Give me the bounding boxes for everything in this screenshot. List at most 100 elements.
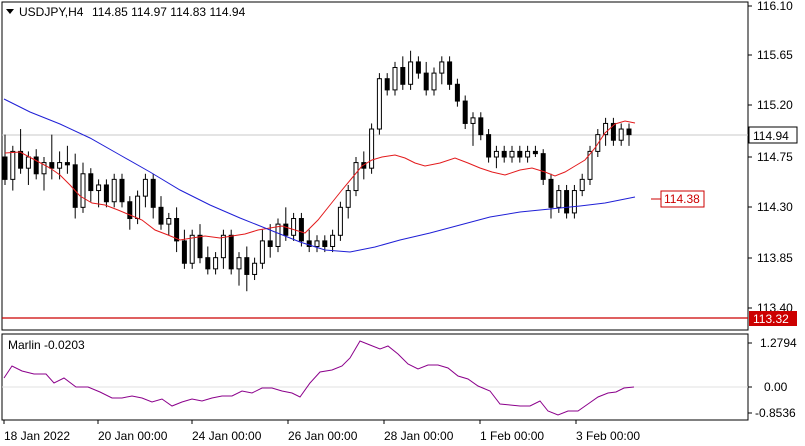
candle-body	[376, 78, 382, 130]
candle-body	[493, 150, 499, 158]
main-panel[interactable]	[1, 1, 749, 331]
time-axis-label: 1 Feb 00:00	[480, 429, 544, 443]
candle-body	[423, 72, 429, 91]
level-line-label: 113.32	[753, 312, 789, 326]
candle-body	[111, 178, 117, 203]
time-axis-label: 20 Jan 00:00	[98, 429, 168, 443]
candle-body	[197, 234, 203, 259]
chart-ohlc: 114.85 114.97 114.83 114.94	[92, 5, 246, 19]
candle-body	[415, 61, 421, 74]
candle-body	[220, 234, 226, 259]
candle-body	[2, 156, 8, 180]
candle-body	[509, 150, 515, 158]
price-axis-label: 116.10	[757, 0, 793, 13]
price-axis-label: 114.30	[757, 200, 793, 214]
candle-body	[392, 67, 398, 91]
candle-body	[532, 150, 538, 155]
indicator-axis: 1.2794 0.00 -0.8536	[748, 336, 797, 420]
candle-body	[41, 162, 47, 175]
candle-body	[462, 100, 468, 124]
candle-body	[345, 190, 351, 208]
candle-body	[49, 162, 55, 169]
candle-body	[33, 156, 39, 175]
candle-body	[384, 78, 390, 91]
candle-body	[306, 240, 312, 247]
candle-body	[353, 162, 359, 192]
current-price-label: 114.94	[753, 129, 789, 143]
candle-body	[626, 128, 632, 136]
time-axis-label: 26 Jan 00:00	[288, 429, 358, 443]
indicator-panel[interactable]	[1, 333, 749, 421]
chart-symbol: USDJPY,H4	[19, 5, 84, 19]
candle-body	[431, 72, 437, 91]
indicator-axis-label: 0.00	[764, 380, 788, 394]
candle-body	[283, 223, 289, 236]
candles-group	[2, 50, 632, 292]
candle-body	[275, 223, 281, 247]
time-axis-label: 24 Jan 00:00	[192, 429, 262, 443]
indicator-axis-label: -0.8536	[755, 406, 796, 420]
candle-body	[228, 234, 234, 270]
candle-body	[213, 257, 219, 270]
level-price-tag	[749, 311, 797, 326]
dropdown-triangle-icon[interactable]	[6, 9, 14, 14]
candle-body	[174, 218, 180, 242]
candle-body	[540, 153, 546, 180]
ma-label: 114.38	[664, 192, 700, 206]
candle-body	[291, 218, 297, 236]
candle-body	[57, 162, 63, 169]
candle-body	[244, 257, 250, 275]
time-axis-label: 18 Jan 2022	[4, 429, 70, 443]
candle-body	[135, 195, 141, 220]
price-axis-label: 115.20	[757, 98, 793, 112]
candle-body	[166, 218, 172, 225]
time-axis-label: 28 Jan 00:00	[384, 429, 454, 443]
price-axis-label: 114.75	[757, 150, 793, 164]
candle-body	[119, 178, 125, 203]
candle-body	[454, 83, 460, 102]
indicator-title: Marlin -0.0203	[8, 338, 85, 352]
candle-body	[18, 150, 24, 169]
candle-body	[96, 184, 102, 192]
price-axis-label: 115.65	[757, 48, 793, 62]
candle-body	[571, 190, 577, 214]
price-axis: 116.10 115.65 115.20 114.75 114.30 113.8…	[748, 0, 793, 315]
candle-body	[25, 156, 31, 169]
ma-label-box	[660, 190, 705, 208]
price-axis-label: 113.85	[757, 251, 793, 265]
candle-body	[72, 164, 78, 208]
candle-body	[298, 218, 304, 242]
candle-body	[400, 67, 406, 85]
time-axis-label: 3 Feb 00:00	[576, 429, 640, 443]
candle-body	[189, 234, 195, 264]
candle-body	[103, 184, 109, 203]
candle-body	[64, 162, 70, 166]
candle-body	[408, 61, 414, 85]
candle-body	[337, 206, 343, 236]
candle-body	[525, 150, 531, 158]
candle-body	[236, 257, 242, 270]
candle-body	[88, 173, 94, 192]
candle-body	[564, 190, 570, 214]
candle-body	[252, 262, 258, 275]
candle-body	[80, 173, 86, 208]
slow-ma-line	[3, 98, 636, 253]
candle-body	[10, 150, 16, 180]
time-axis: 18 Jan 2022 20 Jan 00:00 24 Jan 00:00 26…	[3, 420, 640, 443]
candle-body	[603, 122, 609, 136]
candle-body	[610, 122, 616, 141]
candle-body	[142, 178, 148, 197]
candle-body	[470, 117, 476, 124]
candle-body	[205, 257, 211, 270]
candle-body	[478, 117, 484, 136]
candle-body	[259, 240, 265, 264]
candle-body	[517, 150, 523, 158]
candle-body	[314, 240, 320, 247]
candle-body	[556, 190, 562, 208]
candle-body	[150, 178, 156, 208]
candle-body	[322, 240, 328, 247]
marlin-oscillator-line	[3, 340, 635, 416]
candle-body	[330, 234, 336, 247]
candle-body	[618, 128, 624, 141]
